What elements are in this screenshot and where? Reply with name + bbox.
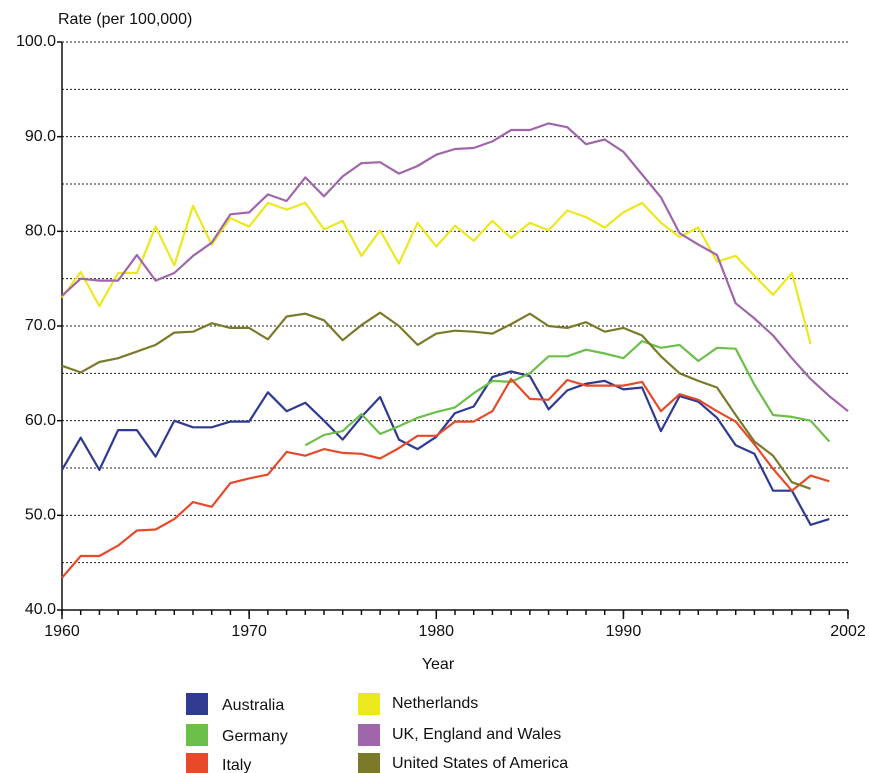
x-tick-label: 2002 bbox=[830, 623, 866, 640]
y-tick-label: 80.0 bbox=[25, 223, 56, 240]
x-tick-label: 1980 bbox=[418, 623, 454, 640]
legend-swatch bbox=[186, 724, 208, 746]
legend-label: Australia bbox=[222, 697, 284, 714]
legend-label: UK, England and Wales bbox=[392, 726, 561, 743]
series-line bbox=[61, 311, 811, 490]
x-tick-label: 1960 bbox=[44, 623, 80, 640]
x-axis-label: Year bbox=[422, 656, 455, 673]
legend-swatch bbox=[358, 753, 380, 773]
legend-swatch bbox=[186, 693, 208, 715]
y-tick-label: 100.0 bbox=[16, 33, 56, 50]
legend-swatch bbox=[358, 724, 380, 746]
series-line bbox=[61, 377, 830, 579]
y-tick-label: 50.0 bbox=[25, 507, 56, 524]
x-tick-label: 1970 bbox=[231, 623, 267, 640]
legend-swatch bbox=[358, 693, 380, 715]
series-line bbox=[61, 122, 849, 413]
y-tick-label: 40.0 bbox=[25, 601, 56, 618]
series-line bbox=[304, 340, 831, 447]
y-tick-label: 90.0 bbox=[25, 128, 56, 145]
series-line bbox=[61, 201, 812, 345]
y-axis-label: Rate (per 100,000) bbox=[58, 11, 192, 28]
legend-swatch bbox=[186, 753, 208, 773]
legend-label: Italy bbox=[222, 757, 251, 773]
y-tick-label: 70.0 bbox=[25, 317, 56, 334]
legend-label: United States of America bbox=[392, 755, 568, 772]
series-line bbox=[61, 370, 830, 526]
y-tick-label: 60.0 bbox=[25, 412, 56, 429]
legend-label: Germany bbox=[222, 728, 288, 745]
x-tick-label: 1990 bbox=[606, 623, 642, 640]
legend-label: Netherlands bbox=[392, 695, 478, 712]
